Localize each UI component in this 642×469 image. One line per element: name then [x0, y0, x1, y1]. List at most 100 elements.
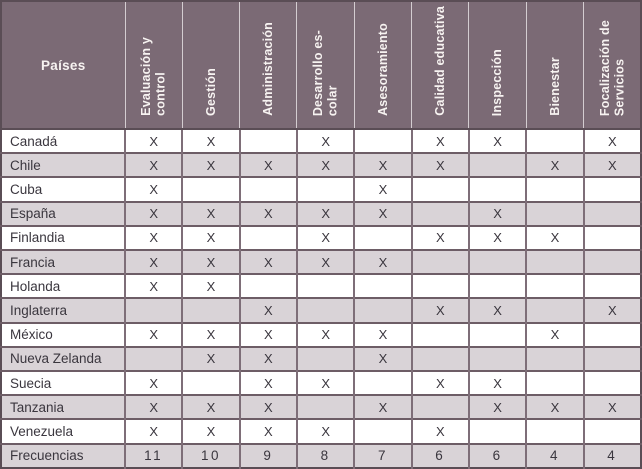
column-header: Bienestar [525, 1, 584, 130]
mark-cell: X [123, 152, 183, 178]
mark-cell: X [410, 127, 469, 154]
mark-cell: X [410, 297, 469, 323]
mark-cell [410, 176, 469, 202]
column-header-label: Asesoramiento [375, 23, 390, 116]
mark-cell: X [295, 370, 355, 396]
countries-column-header: Países [1, 1, 125, 130]
mark-cell: X [295, 200, 355, 226]
mark-cell: X [582, 127, 641, 154]
mark-cell: X [582, 394, 641, 420]
column-header-label: Gestión [203, 68, 218, 116]
mark-cell [238, 224, 297, 251]
mark-cell: X [353, 152, 412, 178]
mark-cell [410, 200, 469, 226]
mark-cell: X [467, 224, 527, 251]
mark-cell: X [525, 321, 584, 347]
column-header: Administración [239, 1, 297, 130]
mark-cell [295, 345, 355, 372]
mark-cell: X [582, 297, 641, 323]
country-cell: Inglaterra [1, 297, 125, 323]
mark-cell: X [181, 345, 240, 372]
mark-cell [525, 418, 584, 444]
table-body: Canadá X X X X X X Chile X X X X X X X X Cuba X X España X X X… [1, 127, 641, 468]
column-header-label: Desarrollo es- colar [311, 29, 340, 116]
mark-cell [582, 249, 641, 275]
frequency-cell: 4 [525, 442, 584, 468]
country-cell: Venezuela [1, 418, 125, 444]
mark-cell [353, 370, 412, 396]
table-row: Venezuela X X X X X [1, 418, 641, 444]
mark-cell: X [181, 200, 240, 226]
mark-cell: X [123, 418, 183, 444]
column-header-label: Evaluación y control [139, 37, 168, 116]
mark-cell: X [123, 370, 183, 396]
mark-cell: X [238, 321, 297, 347]
mark-cell: X [238, 370, 297, 396]
mark-cell [582, 273, 641, 299]
column-header: Evaluación y control [124, 1, 183, 130]
table-row: Chile X X X X X X X X [1, 152, 641, 178]
mark-cell [238, 127, 297, 154]
mark-cell [525, 200, 584, 226]
mark-cell: X [181, 273, 240, 299]
mark-cell: X [353, 200, 412, 226]
mark-cell: X [467, 200, 527, 226]
frequency-cell: 7 [353, 442, 412, 468]
mark-cell [295, 297, 355, 323]
mark-cell [410, 394, 469, 420]
country-cell: España [1, 200, 125, 226]
mark-cell [295, 273, 355, 299]
mark-cell [353, 418, 412, 444]
mark-cell: X [295, 321, 355, 347]
table-row: España X X X X X X [1, 200, 641, 226]
table-row: México X X X X X X [1, 321, 641, 347]
mark-cell: X [410, 152, 469, 178]
mark-cell: X [525, 152, 584, 178]
mark-cell [353, 297, 412, 323]
mark-cell [525, 297, 584, 323]
mark-cell: X [238, 249, 297, 275]
mark-cell: X [238, 297, 297, 323]
column-header: Calidad educativa [411, 1, 469, 130]
mark-cell: X [123, 127, 183, 154]
mark-cell [467, 321, 527, 347]
mark-cell [467, 273, 527, 299]
mark-cell [525, 273, 584, 299]
column-header-label: Focalización de Servicios [597, 19, 627, 116]
mark-cell: X [353, 176, 412, 202]
mark-cell [467, 176, 527, 202]
table-row: Suecia X X X X X [1, 370, 641, 396]
mark-cell: X [410, 418, 469, 444]
column-header-label: Calidad educativa [433, 6, 448, 116]
column-header: Asesoramiento [353, 1, 412, 130]
mark-cell [181, 176, 240, 202]
mark-cell [410, 321, 469, 347]
frequency-cell: 6 [410, 442, 469, 468]
country-cell: Suecia [1, 370, 125, 396]
country-cell: Nueva Zelanda [1, 345, 125, 372]
table-row: Finlandia X X X X X X [1, 224, 641, 251]
frequencies-row: Frecuencias 11 10 9 8 7 6 6 4 4 [1, 442, 641, 468]
mark-cell: X [181, 418, 240, 444]
mark-cell [467, 152, 527, 178]
column-header: Focalización de Servicios [583, 1, 641, 130]
table-row: Cuba X X [1, 176, 641, 202]
country-cell: Canadá [1, 127, 125, 154]
mark-cell [467, 249, 527, 275]
mark-cell: X [123, 273, 183, 299]
table-header: Países Evaluación y control Gestión Admini… [1, 1, 641, 130]
mark-cell: X [238, 200, 297, 226]
mark-cell [295, 176, 355, 202]
column-header: Desarrollo es- colar [296, 1, 355, 130]
mark-cell: X [410, 224, 469, 251]
mark-cell [353, 273, 412, 299]
mark-cell [525, 176, 584, 202]
mark-cell [525, 249, 584, 275]
mark-cell: X [525, 394, 584, 420]
mark-cell [238, 273, 297, 299]
mark-cell: X [467, 370, 527, 396]
mark-cell [525, 127, 584, 154]
mark-cell: X [123, 321, 183, 347]
